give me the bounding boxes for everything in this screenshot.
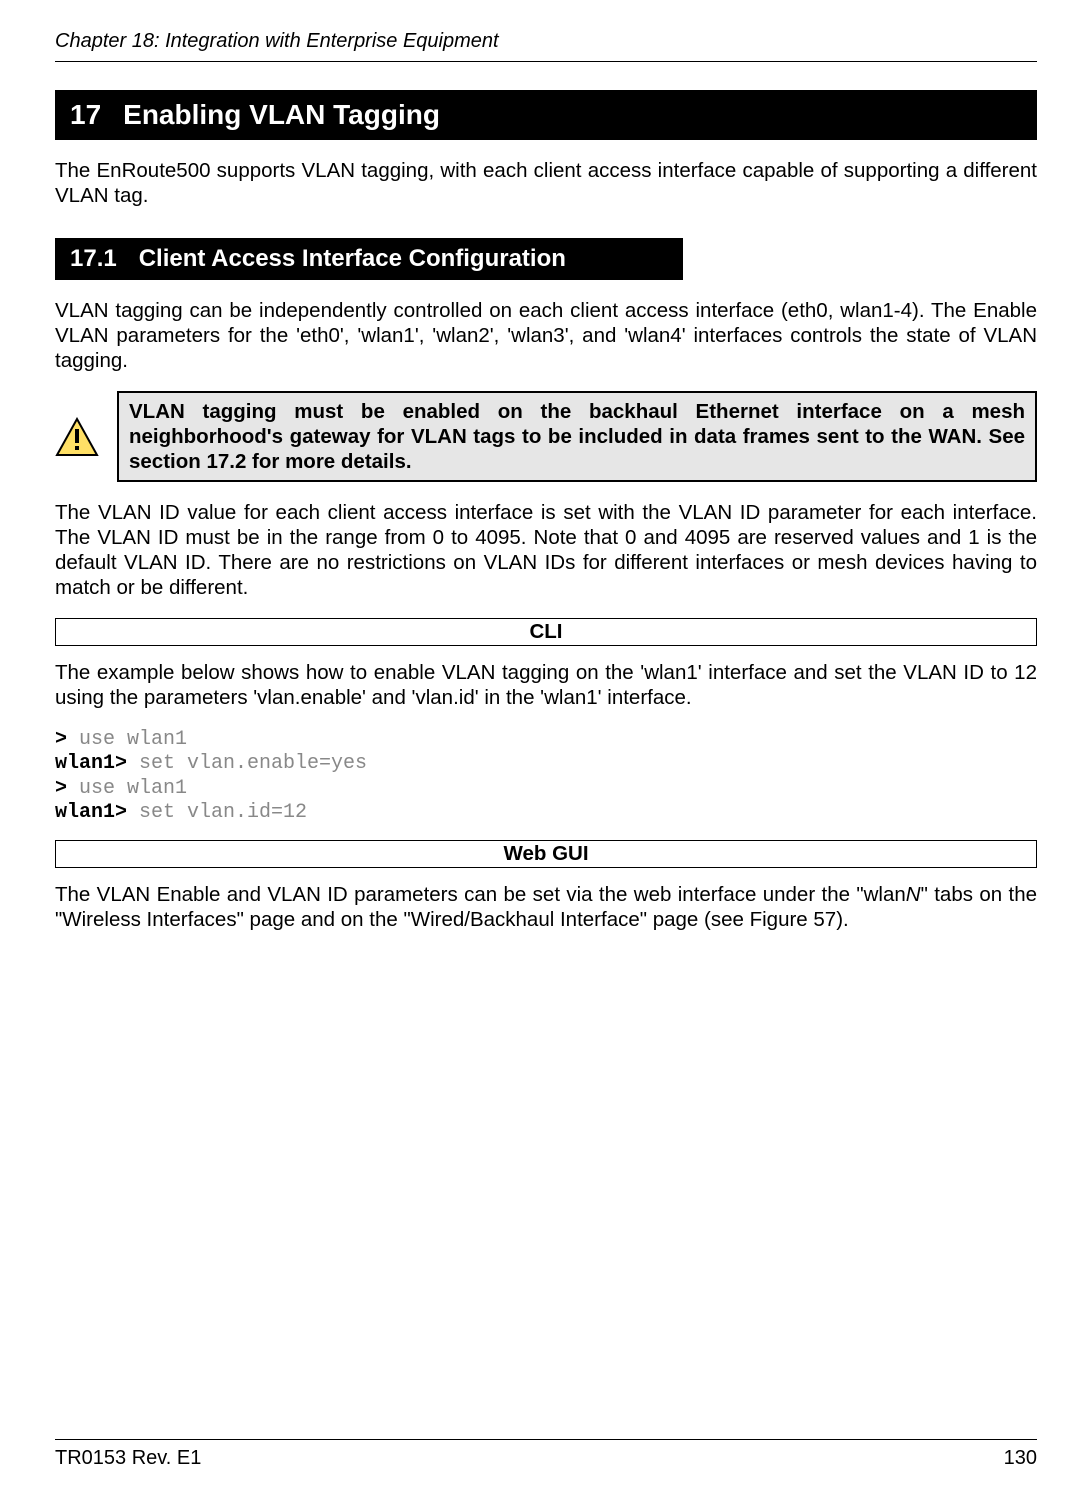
webgui-paragraph: The VLAN Enable and VLAN ID parameters c… <box>55 882 1037 932</box>
cli-prompt: wlan1> <box>55 801 127 824</box>
cli-cmd: use wlan1 <box>67 777 187 800</box>
webgui-text-pre: The VLAN Enable and VLAN ID parameters c… <box>55 883 906 906</box>
section-title: Enabling VLAN Tagging <box>123 99 440 130</box>
cli-block: > use wlan1 wlan1> set vlan.enable=yes >… <box>55 728 1037 826</box>
subsection-title: Client Access Interface Configuration <box>139 245 566 272</box>
warning-callout: VLAN tagging must be enabled on the back… <box>55 391 1037 482</box>
cli-prompt: > <box>55 777 67 800</box>
cli-paragraph: The example below shows how to enable VL… <box>55 660 1037 710</box>
page-footer: TR0153 Rev. E1 130 <box>55 1447 1037 1470</box>
cli-label: CLI <box>55 618 1037 646</box>
top-rule <box>55 61 1037 62</box>
intro-paragraph: The EnRoute500 supports VLAN tagging, wi… <box>55 158 1037 208</box>
paragraph-1: VLAN tagging can be independently contro… <box>55 298 1037 373</box>
cli-prompt: > <box>55 728 67 751</box>
subsection-number: 17.1 <box>70 245 117 273</box>
warning-text: VLAN tagging must be enabled on the back… <box>117 391 1037 482</box>
section-heading: 17 Enabling VLAN Tagging <box>55 90 1037 140</box>
section-number: 17 <box>70 99 101 131</box>
warning-icon <box>55 417 99 457</box>
footer-left: TR0153 Rev. E1 <box>55 1447 201 1470</box>
cli-cmd: set vlan.enable=yes <box>127 752 367 775</box>
paragraph-2: The VLAN ID value for each client access… <box>55 500 1037 600</box>
subsection-heading: 17.1 Client Access Interface Configuratio… <box>55 238 683 280</box>
cli-prompt: wlan1> <box>55 752 127 775</box>
cli-cmd: use wlan1 <box>67 728 187 751</box>
chapter-header: Chapter 18: Integration with Enterprise … <box>55 30 1037 53</box>
webgui-label: Web GUI <box>55 840 1037 868</box>
cli-cmd: set vlan.id=12 <box>127 801 307 824</box>
footer-right: 130 <box>1004 1447 1037 1470</box>
bottom-rule <box>55 1439 1037 1440</box>
webgui-text-italic: N <box>906 883 921 906</box>
